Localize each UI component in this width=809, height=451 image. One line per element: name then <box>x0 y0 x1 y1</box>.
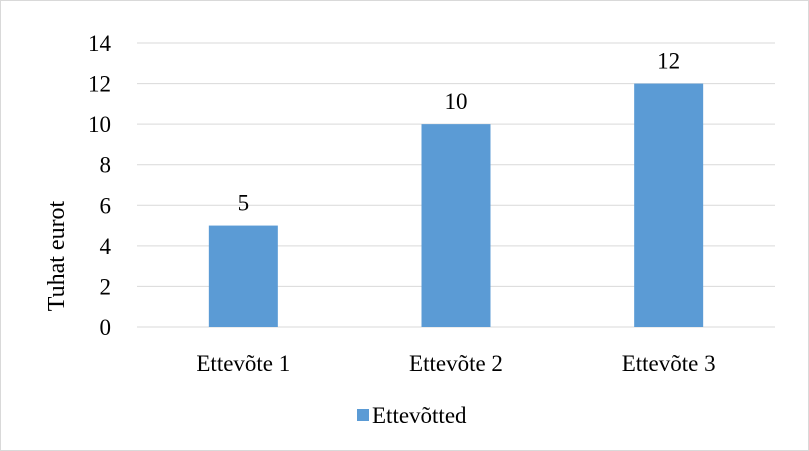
x-tick-label: Ettevõte 3 <box>622 351 716 376</box>
x-tick-label: Ettevõte 1 <box>196 351 290 376</box>
data-labels: 5 10 12 <box>238 49 681 216</box>
data-label: 12 <box>657 49 680 74</box>
data-label: 10 <box>445 89 468 114</box>
y-tick-label: 12 <box>88 72 111 97</box>
y-tick-label: 4 <box>100 234 112 259</box>
y-tick-label: 0 <box>100 315 112 340</box>
bar <box>421 124 491 328</box>
x-axis-ticks: Ettevõte 1 Ettevõte 2 Ettevõte 3 <box>196 351 715 376</box>
y-tick-label: 14 <box>88 31 112 56</box>
legend: Ettevõtted <box>357 403 467 428</box>
x-tick-label: Ettevõte 2 <box>409 351 503 376</box>
y-axis-ticks: 0 2 4 6 8 10 12 14 <box>88 31 112 340</box>
bar <box>634 83 704 327</box>
legend-label: Ettevõtted <box>372 403 467 428</box>
y-axis-title: Tuhat eurot <box>44 200 70 311</box>
data-label: 5 <box>238 191 250 216</box>
y-tick-label: 8 <box>100 153 112 178</box>
legend-swatch <box>357 409 369 421</box>
y-tick-label: 10 <box>88 112 111 137</box>
bar <box>208 225 278 327</box>
y-tick-label: 6 <box>100 193 112 218</box>
y-tick-label: 2 <box>100 274 112 299</box>
bars <box>208 83 704 328</box>
